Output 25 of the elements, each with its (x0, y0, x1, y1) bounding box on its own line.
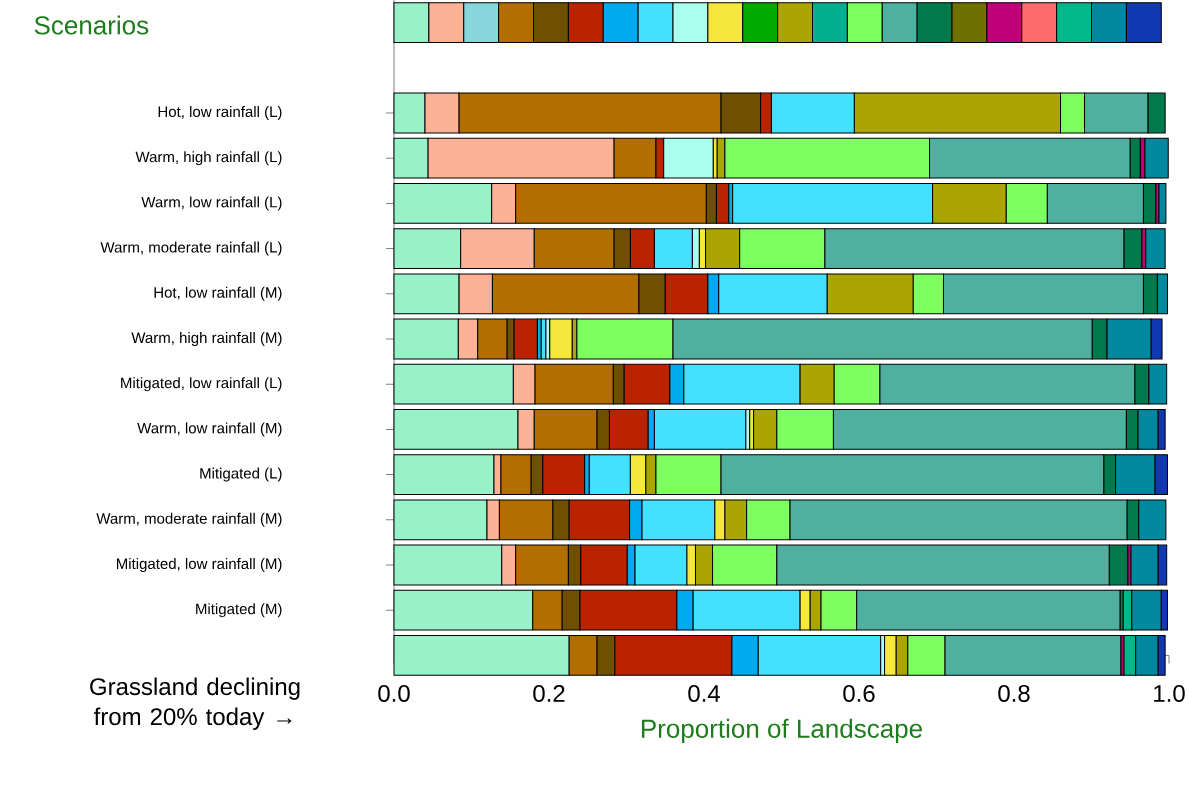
bar (1158, 183, 1167, 224)
x-tick-label: 0.4 (688, 684, 720, 702)
y-tick-label: Mitigated (M) (196, 603, 282, 618)
text: Grassland declining from 20% today → (90, 677, 300, 730)
x-tick-label: 0.0 (378, 684, 410, 702)
y-tick-label: Mitigated, low rainfall (L) (121, 377, 282, 392)
x-axis-title: Proportion of Landscape (641, 718, 922, 744)
y-tick-label: Warm, high rainfall (M) (131, 332, 282, 346)
bar (1144, 137, 1169, 179)
y-tick-label: Mitigated, low rainfall (M) (116, 558, 282, 572)
y-tick-label: Mitigated (L) (200, 467, 282, 482)
x-tick-label: 0.2 (533, 684, 565, 702)
y-tick-label: Hot, low rainfall (M) (154, 286, 282, 301)
y-tick-label: Warm, high rainfall (L) (135, 151, 282, 166)
y-tick-label: Warm, low rainfall (M) (137, 422, 282, 437)
x-tick-label: 0.8 (998, 684, 1030, 702)
y-tick-label: Warm, low rainfall (L) (141, 196, 282, 211)
x-tick-label: 0.6 (843, 684, 875, 702)
bar (1145, 228, 1166, 269)
y-tick-label: Warm, moderate rainfall (M) (96, 512, 282, 527)
text: Scenarios (34, 15, 149, 35)
x-tick-label: 1.0 (1154, 684, 1185, 702)
bar (549, 318, 573, 360)
y-tick-label: Hot, low rainfall (L) (158, 106, 282, 120)
y-tick-label: Warm, moderate rainfall (L) (100, 241, 282, 256)
